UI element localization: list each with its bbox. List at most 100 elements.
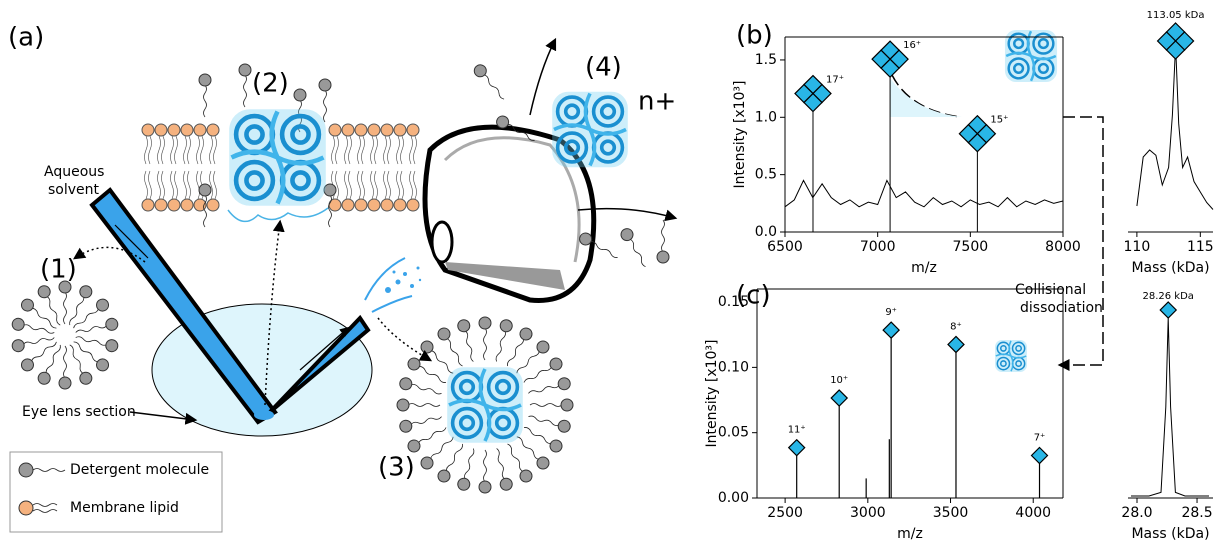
detergent bbox=[436, 326, 468, 369]
detergent bbox=[419, 433, 458, 472]
legend-label: Detergent molecule bbox=[70, 462, 209, 478]
peak-marker bbox=[883, 322, 899, 338]
x-axis-label: m/z bbox=[911, 260, 937, 276]
y-axis-label: Intensity [x10³] bbox=[732, 80, 748, 188]
detergent bbox=[70, 337, 111, 373]
detergent bbox=[456, 318, 479, 363]
lipid-tail bbox=[332, 136, 339, 164]
micelle bbox=[11, 281, 119, 389]
lipid-tail bbox=[145, 136, 152, 164]
zoom-region bbox=[890, 78, 962, 117]
lipid-tail bbox=[210, 136, 217, 164]
detergent bbox=[59, 346, 71, 389]
peak-label: 28.26 kDa bbox=[1143, 291, 1194, 302]
lipid-tail bbox=[384, 171, 391, 199]
detergent bbox=[479, 450, 491, 493]
lipid-tail bbox=[158, 171, 165, 199]
detergent bbox=[491, 447, 514, 492]
detergent bbox=[513, 433, 552, 472]
x-tick-label: 115 bbox=[1187, 239, 1214, 255]
lipid-head bbox=[394, 124, 406, 136]
detergent bbox=[406, 422, 449, 454]
lipid-head bbox=[355, 124, 367, 136]
lipid-tail bbox=[197, 136, 204, 164]
y-tick-label: 0.05 bbox=[718, 425, 749, 441]
step-label: (3) bbox=[378, 453, 415, 483]
detergent bbox=[397, 399, 440, 411]
lipid-tail bbox=[345, 171, 352, 199]
lipid-tail bbox=[397, 136, 404, 164]
dissociation-label: dissociation bbox=[1020, 300, 1103, 316]
lipid-head bbox=[207, 124, 219, 136]
spectrum bbox=[1131, 318, 1209, 496]
lipid-tail bbox=[184, 136, 191, 164]
lipid-tail bbox=[210, 171, 217, 199]
legend-icon bbox=[19, 463, 33, 477]
lipid-tail bbox=[384, 136, 391, 164]
charge-label: 7⁺ bbox=[1034, 433, 1046, 444]
lipid-tail bbox=[410, 136, 417, 164]
lipid-tail bbox=[371, 136, 378, 164]
peak-marker bbox=[1032, 448, 1048, 464]
charge-label: 16⁺ bbox=[903, 40, 921, 51]
lipid-head bbox=[181, 124, 193, 136]
y-tick-label: 0.15 bbox=[718, 294, 749, 310]
peak-marker bbox=[1160, 302, 1176, 318]
charge-label: 15⁺ bbox=[990, 115, 1008, 126]
x-tick-label: 8000 bbox=[1045, 239, 1081, 255]
peak-marker bbox=[948, 336, 964, 352]
lipid-tail bbox=[171, 136, 178, 164]
charge-label: 10⁺ bbox=[830, 375, 848, 386]
detergent bbox=[472, 62, 509, 103]
detergent bbox=[398, 411, 443, 434]
lipid-head bbox=[142, 199, 154, 211]
x-tick-label: 110 bbox=[1124, 239, 1151, 255]
y-tick-label: 0.5 bbox=[755, 167, 777, 183]
lipid-tail bbox=[410, 171, 417, 199]
charge-label: 8⁺ bbox=[950, 321, 962, 332]
lipid-head bbox=[342, 199, 354, 211]
detergent bbox=[527, 411, 572, 434]
figure: (a) (b) (c) (1) (2) (3) (4) n+ Aqueous s… bbox=[0, 0, 1217, 540]
y-tick-label: 1.0 bbox=[755, 109, 777, 125]
lipid-head bbox=[368, 124, 380, 136]
x-tick-label: 7000 bbox=[860, 239, 896, 255]
x-axis-label: m/z bbox=[897, 526, 923, 540]
detergent bbox=[521, 356, 564, 388]
lipid-head bbox=[368, 199, 380, 211]
detergent bbox=[319, 79, 331, 122]
detergent bbox=[657, 220, 669, 263]
lens-label: Eye lens section bbox=[22, 404, 136, 420]
charge-label: 9⁺ bbox=[885, 307, 897, 318]
membrane-protein bbox=[229, 109, 326, 206]
lipid-head bbox=[181, 199, 193, 211]
detergent bbox=[406, 356, 449, 388]
lipid-tail bbox=[145, 171, 152, 199]
protein-ion bbox=[552, 92, 628, 168]
lipid-head bbox=[194, 124, 206, 136]
solvent-label: solvent bbox=[48, 182, 100, 198]
protein-b bbox=[1005, 30, 1057, 82]
detergent bbox=[456, 447, 479, 492]
lipid-head bbox=[407, 124, 419, 136]
detergent bbox=[619, 226, 651, 269]
peak-label: 113.05 kDa bbox=[1147, 10, 1205, 21]
lipid-head bbox=[342, 124, 354, 136]
spray bbox=[365, 258, 421, 312]
dissociation-label: Collisional bbox=[1015, 282, 1086, 298]
x-tick-label: 6500 bbox=[767, 239, 803, 255]
step-label: (4) bbox=[585, 53, 622, 83]
detergent bbox=[502, 326, 534, 369]
detergent bbox=[521, 422, 564, 454]
detergent bbox=[59, 281, 71, 324]
detergent bbox=[530, 399, 573, 411]
lipid-tail bbox=[358, 171, 365, 199]
y-tick-label: 0.0 bbox=[755, 224, 777, 240]
detergent bbox=[239, 64, 251, 107]
detergent bbox=[74, 317, 119, 338]
charge-label: 17⁺ bbox=[826, 75, 844, 86]
spectrum bbox=[785, 180, 1063, 206]
peak-marker bbox=[831, 390, 847, 406]
detergent bbox=[491, 318, 514, 363]
lipid-head bbox=[381, 199, 393, 211]
